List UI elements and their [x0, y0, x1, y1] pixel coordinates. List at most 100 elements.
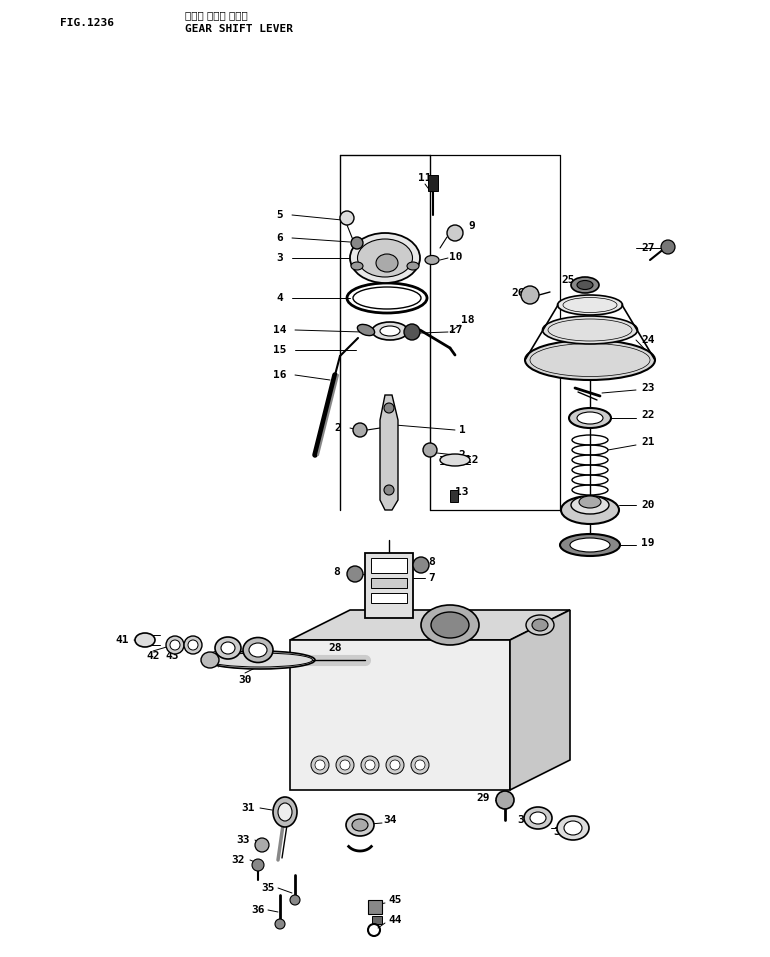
- Text: 18: 18: [461, 315, 475, 325]
- Ellipse shape: [570, 538, 610, 552]
- Text: 39: 39: [221, 657, 235, 667]
- Bar: [428, 175, 438, 191]
- Text: 42: 42: [146, 651, 159, 661]
- Circle shape: [166, 636, 184, 654]
- Circle shape: [351, 237, 363, 249]
- Ellipse shape: [564, 821, 582, 835]
- Circle shape: [404, 324, 420, 340]
- Ellipse shape: [431, 612, 469, 638]
- Text: 19: 19: [641, 538, 654, 548]
- Ellipse shape: [525, 340, 655, 380]
- Text: 21: 21: [641, 437, 654, 447]
- Circle shape: [311, 756, 329, 774]
- Ellipse shape: [557, 816, 589, 840]
- Ellipse shape: [376, 254, 398, 272]
- Ellipse shape: [273, 797, 297, 827]
- Circle shape: [347, 566, 363, 582]
- Ellipse shape: [543, 316, 638, 344]
- Circle shape: [353, 423, 367, 437]
- Ellipse shape: [380, 326, 400, 336]
- Ellipse shape: [346, 814, 374, 836]
- Text: 15: 15: [273, 345, 286, 355]
- Text: 30: 30: [238, 675, 252, 685]
- Circle shape: [384, 403, 394, 413]
- Text: 40: 40: [200, 655, 214, 665]
- Circle shape: [290, 895, 300, 905]
- Ellipse shape: [440, 454, 470, 466]
- Circle shape: [361, 756, 379, 774]
- Circle shape: [413, 557, 429, 573]
- Text: ギヤー シフト レバー: ギヤー シフト レバー: [185, 10, 248, 20]
- Text: 28: 28: [328, 643, 342, 653]
- Text: GEAR SHIFT LEVER: GEAR SHIFT LEVER: [185, 24, 293, 34]
- Ellipse shape: [249, 643, 267, 657]
- Text: 33: 33: [236, 835, 249, 845]
- Text: 31: 31: [241, 803, 255, 813]
- Circle shape: [521, 286, 539, 304]
- Text: 43: 43: [166, 651, 179, 661]
- Text: 44: 44: [388, 915, 402, 925]
- Bar: [372, 916, 382, 924]
- Text: 3: 3: [276, 253, 283, 263]
- Text: 4: 4: [276, 293, 283, 303]
- Bar: [371, 558, 407, 573]
- Text: 2: 2: [335, 423, 341, 433]
- Polygon shape: [290, 640, 510, 790]
- Text: 36: 36: [251, 905, 265, 915]
- Polygon shape: [510, 610, 570, 790]
- Text: 10: 10: [449, 252, 463, 262]
- Bar: [371, 593, 407, 603]
- Text: 27: 27: [641, 243, 654, 253]
- Circle shape: [255, 838, 269, 852]
- Ellipse shape: [577, 412, 603, 424]
- Circle shape: [661, 240, 675, 254]
- Ellipse shape: [350, 233, 420, 283]
- Text: 5: 5: [276, 210, 283, 220]
- Ellipse shape: [530, 812, 546, 824]
- Bar: [368, 900, 382, 914]
- Text: 32: 32: [231, 855, 245, 865]
- Circle shape: [340, 760, 350, 770]
- Circle shape: [340, 211, 354, 225]
- Ellipse shape: [243, 637, 273, 662]
- Circle shape: [188, 640, 198, 650]
- Text: 11: 11: [418, 173, 432, 183]
- Ellipse shape: [357, 239, 413, 277]
- Ellipse shape: [215, 637, 241, 659]
- Ellipse shape: [425, 256, 439, 264]
- Ellipse shape: [205, 651, 315, 669]
- Ellipse shape: [357, 324, 375, 336]
- Ellipse shape: [571, 277, 599, 293]
- Text: 7: 7: [429, 573, 435, 583]
- Text: 34: 34: [383, 815, 397, 825]
- Text: 9: 9: [469, 221, 475, 231]
- Ellipse shape: [577, 280, 593, 290]
- Ellipse shape: [278, 803, 292, 821]
- Ellipse shape: [524, 807, 552, 829]
- Polygon shape: [290, 610, 570, 640]
- Ellipse shape: [352, 819, 368, 831]
- Ellipse shape: [526, 615, 554, 635]
- Text: 38: 38: [554, 827, 567, 837]
- Text: FIG.1236: FIG.1236: [60, 18, 114, 28]
- Circle shape: [390, 760, 400, 770]
- Circle shape: [415, 760, 425, 770]
- Ellipse shape: [351, 262, 363, 270]
- Text: 1: 1: [459, 425, 465, 435]
- Text: 8: 8: [333, 567, 340, 577]
- Ellipse shape: [201, 652, 219, 668]
- Ellipse shape: [135, 633, 155, 647]
- Ellipse shape: [571, 496, 609, 514]
- Text: 14: 14: [273, 325, 286, 335]
- Ellipse shape: [221, 642, 235, 654]
- Circle shape: [365, 760, 375, 770]
- Ellipse shape: [579, 496, 601, 508]
- Circle shape: [423, 443, 437, 457]
- Text: 16: 16: [273, 370, 286, 380]
- Text: 22: 22: [641, 410, 654, 420]
- Ellipse shape: [372, 322, 408, 340]
- Ellipse shape: [407, 262, 419, 270]
- Text: 2: 2: [459, 450, 465, 460]
- Circle shape: [447, 225, 463, 241]
- Ellipse shape: [421, 605, 479, 645]
